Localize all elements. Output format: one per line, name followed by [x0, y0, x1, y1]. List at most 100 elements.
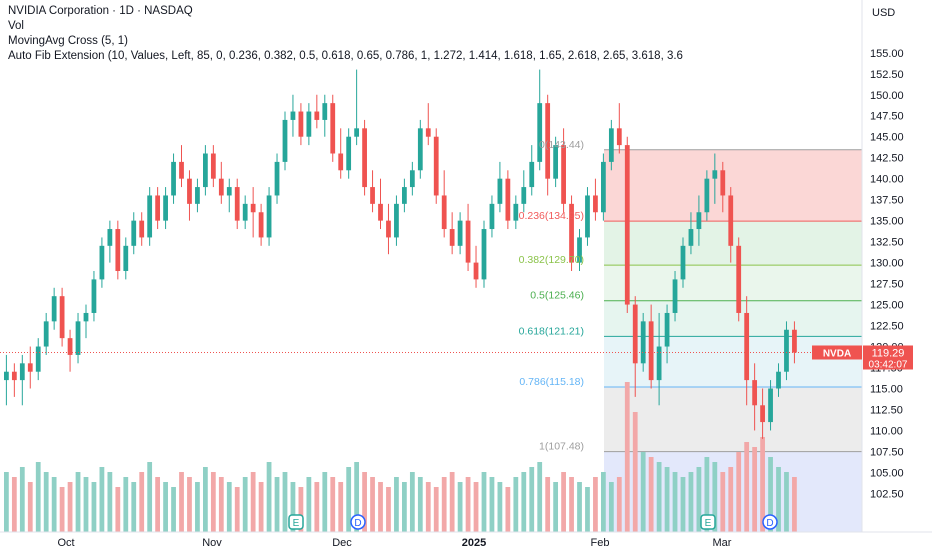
- volume-bar: [67, 482, 73, 532]
- volume-bar: [768, 457, 773, 532]
- earnings-marker[interactable]: [700, 514, 716, 530]
- volume-bar: [282, 472, 288, 532]
- volume-bar: [648, 457, 654, 532]
- candle-body: [147, 195, 153, 238]
- candle-body: [409, 170, 415, 188]
- legend-vol[interactable]: Vol: [8, 20, 24, 32]
- volume-bar: [545, 477, 551, 532]
- volume-bar: [155, 477, 161, 532]
- volume-bar: [521, 472, 527, 532]
- volume-bar: [720, 472, 726, 532]
- volume-bar: [354, 462, 360, 532]
- dividend-marker[interactable]: [350, 514, 366, 530]
- candle-body: [83, 312, 89, 322]
- candle-body: [513, 203, 519, 221]
- volume-bar: [306, 477, 312, 532]
- volume-bar: [728, 467, 734, 532]
- candle-body: [11, 371, 17, 381]
- candle-body: [577, 237, 582, 263]
- volume-bar: [370, 477, 375, 532]
- volume-bar: [680, 477, 686, 532]
- price-tick-label: 155.00: [870, 48, 904, 60]
- volume-bar: [553, 482, 559, 532]
- volume-bar: [457, 482, 463, 532]
- candle-body: [449, 229, 455, 246]
- legend-ma-cross[interactable]: MovingAvg Cross (5, 1): [8, 35, 128, 47]
- volume-bar: [569, 477, 574, 532]
- volume-bar: [624, 382, 630, 532]
- volume-bar: [585, 487, 590, 532]
- earnings-marker-label: E: [705, 518, 712, 529]
- volume-bar: [298, 487, 304, 532]
- time-tick-label: 2025: [462, 537, 486, 549]
- legend-fib[interactable]: Auto Fib Extension (10, Values, Left, 85…: [8, 50, 683, 62]
- volume-bar: [449, 472, 455, 532]
- candle-body: [370, 187, 375, 204]
- candle-body: [441, 195, 447, 230]
- dividend-marker-label: D: [766, 518, 773, 529]
- volume-bar: [577, 482, 582, 532]
- time-tick-label: Oct: [57, 537, 74, 549]
- price-tick-label: 105.00: [870, 467, 904, 479]
- candle-body: [274, 161, 280, 196]
- time-tick-label: Nov: [202, 537, 222, 549]
- volume-bar: [35, 462, 41, 532]
- fib-band: [604, 336, 862, 387]
- fib-label: 0.786(115.18): [519, 376, 584, 388]
- earnings-marker[interactable]: [288, 514, 304, 530]
- candle-body: [91, 279, 97, 313]
- candle-body: [282, 119, 288, 162]
- volume-bar: [242, 477, 248, 532]
- candle-body: [720, 170, 726, 196]
- candle-body: [179, 161, 184, 179]
- volume-bar: [43, 472, 49, 532]
- volume-bar: [409, 472, 415, 532]
- candle-body: [226, 187, 232, 196]
- candle-body: [346, 136, 352, 171]
- volume-bar: [402, 482, 407, 532]
- volume-bar: [226, 482, 232, 532]
- candle-body: [250, 203, 256, 213]
- candle-body: [4, 371, 9, 381]
- volume-bar: [465, 477, 471, 532]
- candle-body: [640, 321, 646, 364]
- volume-bar: [386, 487, 391, 532]
- candle-body: [378, 203, 383, 221]
- price-badge: [863, 345, 913, 370]
- candle-body: [728, 195, 734, 246]
- volume-bar: [632, 412, 638, 532]
- candle-body: [234, 187, 240, 221]
- price-badge-countdown: 03:42:07: [869, 359, 908, 370]
- candle-body: [123, 245, 129, 271]
- legend-title[interactable]: NVIDIA Corporation · 1D · NASDAQ: [8, 5, 193, 17]
- volume-bar: [784, 472, 789, 532]
- candle-body: [354, 128, 360, 137]
- candle-body: [139, 220, 145, 238]
- dividend-marker[interactable]: [762, 514, 778, 530]
- candle-body: [601, 161, 606, 213]
- volume-bar: [696, 467, 702, 532]
- currency-label[interactable]: USD: [872, 7, 895, 19]
- fib-band: [604, 386, 862, 452]
- volume-bar: [417, 477, 423, 532]
- volume-bar: [433, 487, 439, 532]
- candle-body: [362, 128, 367, 188]
- candle-body: [417, 128, 423, 171]
- fib-label: 0.382(129.70): [519, 254, 584, 266]
- volume-bar: [91, 482, 97, 532]
- volume-bar: [322, 472, 328, 532]
- candle-body: [561, 145, 566, 204]
- volume-bar: [656, 462, 662, 532]
- candle-body: [394, 203, 399, 238]
- candle-body: [210, 153, 216, 179]
- volume-bar: [147, 462, 153, 532]
- volume-bar: [258, 482, 264, 532]
- volume-bar: [131, 482, 137, 532]
- candle-body: [712, 170, 718, 179]
- volume-bar: [59, 487, 65, 532]
- volume-bar: [250, 472, 256, 532]
- volume-bar: [760, 437, 765, 532]
- candle-body: [290, 111, 296, 120]
